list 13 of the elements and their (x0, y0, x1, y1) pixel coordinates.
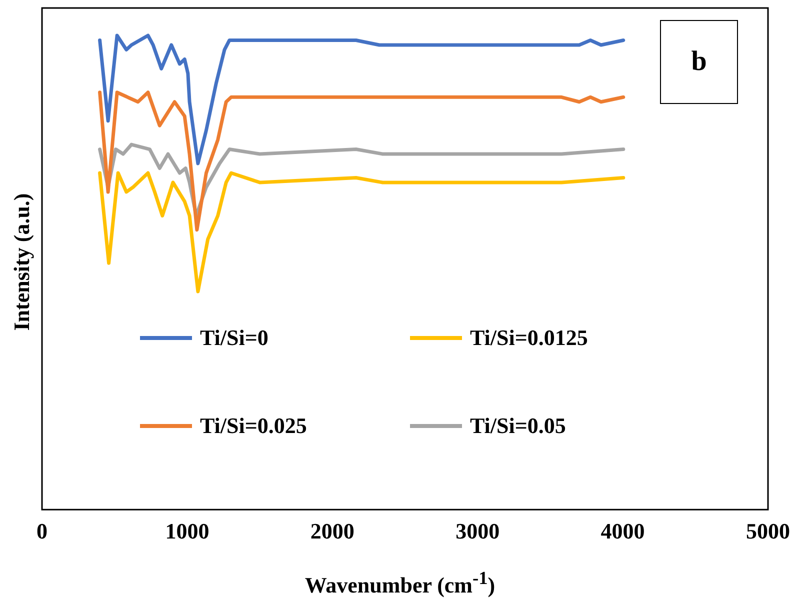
x-tick-label: 3000 (456, 518, 500, 544)
x-tick-label: 0 (36, 518, 48, 544)
legend-label: Ti/Si=0.05 (470, 413, 566, 439)
x-tick-label: 4000 (600, 518, 645, 544)
x-tick-label: 1000 (165, 518, 210, 544)
y-axis-title: Intensity (a.u.) (9, 193, 35, 331)
x-tick-label: 2000 (310, 518, 354, 544)
annotation: b (660, 20, 738, 104)
legend-label: Ti/Si=0.0125 (470, 325, 588, 351)
x-tick-label: 5000 (746, 518, 790, 544)
legend-label: Ti/Si=0 (200, 325, 268, 351)
x-axis-title: Wavenumber (cm$^{-1}$) (304, 568, 496, 598)
legend-label: Ti/Si=0.025 (200, 413, 307, 439)
